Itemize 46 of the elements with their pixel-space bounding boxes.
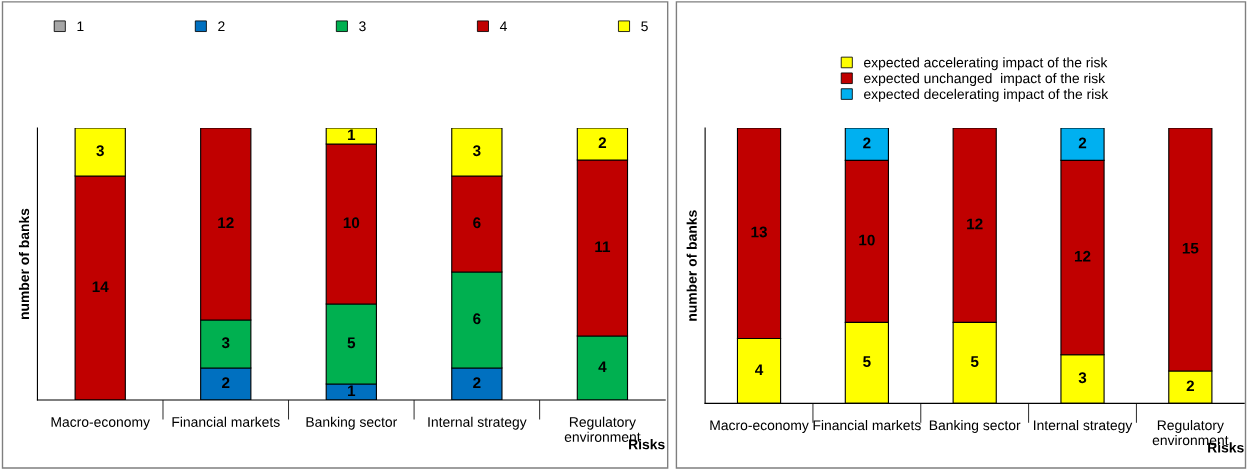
data-label: 6 bbox=[473, 217, 481, 229]
x-tick-label: Macro-economy bbox=[51, 417, 150, 430]
x-tick-label: Banking sector bbox=[306, 416, 398, 430]
data-label: 6 bbox=[473, 313, 481, 325]
legend-label: 3 bbox=[359, 21, 366, 32]
x-tick-label: Financial markets bbox=[813, 420, 921, 431]
legend-label: 5 bbox=[641, 21, 648, 32]
legend-label: expected accelerating impact of the risk bbox=[864, 57, 1108, 71]
data-label: 14 bbox=[92, 281, 109, 292]
data-label: 12 bbox=[218, 217, 234, 228]
x-tick-label: Banking sector bbox=[929, 420, 1021, 433]
legend-label: 1 bbox=[77, 21, 84, 32]
data-label: 2 bbox=[222, 377, 230, 389]
x-tick-label: Financial markets bbox=[172, 416, 280, 427]
data-label: 5 bbox=[970, 356, 979, 367]
data-label: 10 bbox=[859, 234, 875, 246]
data-label: 11 bbox=[595, 241, 611, 252]
data-label: 2 bbox=[473, 377, 481, 389]
data-label: 15 bbox=[1182, 242, 1199, 254]
x-tick-label: Internal strategy bbox=[1034, 420, 1133, 433]
data-label: 4 bbox=[755, 364, 764, 375]
data-label: 1 bbox=[348, 385, 356, 397]
data-label: 12 bbox=[967, 218, 983, 230]
data-label: 3 bbox=[96, 145, 104, 157]
legend-label: expected unchanged impact of the risk bbox=[864, 73, 1106, 86]
data-label: 3 bbox=[1078, 372, 1087, 384]
data-label: 1 bbox=[348, 129, 356, 140]
legend-label: 2 bbox=[218, 21, 225, 32]
data-label: 2 bbox=[1078, 137, 1087, 149]
data-label: 4 bbox=[598, 361, 607, 373]
x-tick-label: Internal strategy bbox=[428, 416, 527, 430]
legend-label: 4 bbox=[499, 21, 507, 32]
data-label: 12 bbox=[1074, 250, 1091, 262]
y-axis-title: number of banks bbox=[18, 208, 30, 320]
data-label: 2 bbox=[1186, 380, 1194, 392]
data-label: 10 bbox=[343, 217, 360, 229]
y-axis-title: number of banks bbox=[686, 210, 697, 321]
data-label: 2 bbox=[863, 137, 871, 149]
x-tick-label: Macro-economy bbox=[710, 420, 809, 433]
data-label: 3 bbox=[221, 337, 230, 349]
data-label: 5 bbox=[347, 337, 356, 349]
data-label: 3 bbox=[472, 145, 481, 157]
legend-label: expected decelerating impact of the risk bbox=[864, 88, 1109, 102]
data-label: 5 bbox=[863, 356, 871, 367]
data-label: 13 bbox=[751, 226, 767, 238]
data-label: 2 bbox=[598, 137, 607, 148]
